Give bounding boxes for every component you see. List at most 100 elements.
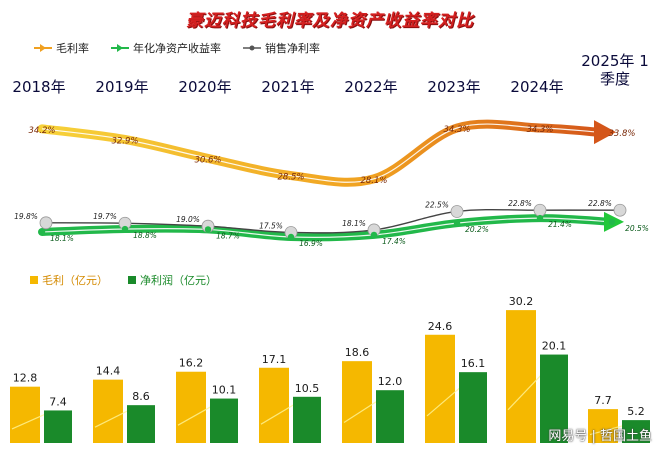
year-label-2018: 2018年 <box>12 78 66 96</box>
legend-roe-marker <box>111 44 129 52</box>
gross-profit-bar-sheen <box>507 369 547 411</box>
legend-gross-margin: 毛利率 <box>34 40 89 56</box>
year-label-2024: 2024年 <box>510 78 564 96</box>
net-margin-label: 22.5% <box>425 200 449 209</box>
roe-label: 17.4% <box>382 237 406 246</box>
gross-profit-value: 17.1 <box>262 353 287 366</box>
year-label-2019: 2019年 <box>95 78 149 96</box>
year-label-2021: 2021年 <box>261 78 315 96</box>
net-profit-value: 7.4 <box>49 395 67 408</box>
gross-profit-bar-sheen <box>177 403 217 426</box>
gross-profit-bar <box>425 334 455 443</box>
roe-point <box>536 214 544 222</box>
legend-gross-profit: 毛利（亿元） <box>30 272 108 288</box>
gross-profit-value: 24.6 <box>428 320 453 333</box>
gross-profit-bar <box>176 371 206 443</box>
legend-roe-label: 年化净资产收益率 <box>133 42 221 55</box>
roe-label: 18.1% <box>50 234 74 243</box>
net-profit-bar <box>540 354 568 443</box>
bar-legend: 毛利（亿元） 净利润（亿元） <box>30 272 237 288</box>
gross-margin-label: 28.1% <box>360 176 387 186</box>
net-margin-label: 22.8% <box>508 199 532 208</box>
roe-point <box>204 226 212 233</box>
gross-profit-bar <box>10 386 40 443</box>
roe-point <box>453 219 461 227</box>
legend-net-margin-label: 销售净利率 <box>265 42 320 55</box>
roe-point <box>370 231 378 239</box>
gross-profit-bar-sheen <box>426 383 466 417</box>
net-profit-value: 16.1 <box>461 357 486 370</box>
net-margin-label: 19.0% <box>176 215 200 224</box>
gross-profit-value: 30.2 <box>509 295 534 308</box>
net-profit-bar <box>459 372 487 443</box>
net-profit-bar <box>622 420 650 443</box>
legend-gross-profit-swatch <box>30 276 38 284</box>
gross-profit-value: 12.8 <box>13 372 38 385</box>
net-profit-bar <box>44 410 72 443</box>
legend-net-margin-marker <box>243 45 261 51</box>
legend-gross-profit-label: 毛利（亿元） <box>42 274 108 287</box>
gross-profit-bar-sheen <box>260 401 300 425</box>
gross-profit-bar <box>259 367 289 443</box>
legend-roe: 年化净资产收益率 <box>111 40 221 56</box>
net-margin-label: 19.8% <box>14 212 38 221</box>
roe-line-highlight <box>41 217 613 238</box>
net-profit-value: 8.6 <box>132 390 150 403</box>
year-label-2023: 2023年 <box>427 78 481 96</box>
gross-profit-bar <box>93 379 123 443</box>
gross-margin-label: 34.3% <box>443 125 470 135</box>
net-margin-line <box>45 208 621 234</box>
net-profit-value: 10.1 <box>212 384 237 397</box>
gross-profit-bar-sheen <box>11 411 51 430</box>
roe-label: 16.9% <box>299 239 323 248</box>
net-profit-value: 10.5 <box>295 382 320 395</box>
roe-point <box>608 218 616 226</box>
roe-label: 18.7% <box>216 231 240 240</box>
gross-margin-label: 34.3% <box>526 125 553 135</box>
gross-profit-value: 7.7 <box>594 394 612 407</box>
net-margin-point <box>450 205 464 218</box>
gross-margin-label: 30.6% <box>194 155 221 165</box>
watermark: 网易号 | 哲国土鱼 <box>548 429 652 444</box>
gross-margin-label: 28.5% <box>277 173 304 183</box>
gross-margin-label: 33.8% <box>608 129 635 139</box>
roe-point <box>38 228 46 236</box>
net-profit-value: 12.0 <box>378 375 403 388</box>
gross-margin-line <box>37 119 603 187</box>
gross-profit-bar <box>506 310 536 443</box>
chart-title: 豪迈科技毛利率及净资产收益率对比 <box>186 11 474 31</box>
legend-net-profit-swatch <box>128 276 136 284</box>
gross-profit-bar <box>588 409 618 443</box>
net-margin-label: 18.1% <box>342 219 366 228</box>
gross-profit-value: 16.2 <box>179 357 204 370</box>
net-profit-value: 20.1 <box>542 340 567 353</box>
net-profit-bar <box>127 405 155 443</box>
gross-profit-bar-sheen <box>94 407 134 428</box>
net-profit-bar <box>293 396 321 443</box>
year-label-2022: 2022年 <box>344 78 398 96</box>
legend-net-profit: 净利润（亿元） <box>128 272 217 288</box>
net-profit-value: 5.2 <box>627 405 645 418</box>
gross-profit-value: 18.6 <box>345 346 370 359</box>
roe-point <box>121 225 129 233</box>
gross-profit-bar-sheen <box>343 397 383 424</box>
roe-label: 21.4% <box>548 220 572 229</box>
legend-net-margin: 销售净利率 <box>243 40 320 56</box>
net-profit-bar <box>376 390 404 443</box>
line-legend: 毛利率 年化净资产收益率 销售净利率 <box>34 40 342 56</box>
roe-label: 20.5% <box>625 224 649 233</box>
net-margin-point <box>613 203 627 217</box>
net-margin-label: 22.8% <box>588 199 612 208</box>
legend-net-profit-label: 净利润（亿元） <box>140 274 217 287</box>
net-margin-point <box>533 203 547 217</box>
gross-margin-label: 34.2% <box>28 126 55 136</box>
gross-profit-value: 14.4 <box>96 365 121 378</box>
roe-label: 18.8% <box>133 231 157 240</box>
roe-point <box>287 233 295 241</box>
legend-gross-margin-marker <box>34 44 52 52</box>
net-profit-bar <box>210 398 238 443</box>
gross-profit-bar <box>342 361 372 443</box>
gross-profit-bar-sheen <box>589 423 629 436</box>
gross-margin-arrowhead <box>594 120 616 145</box>
